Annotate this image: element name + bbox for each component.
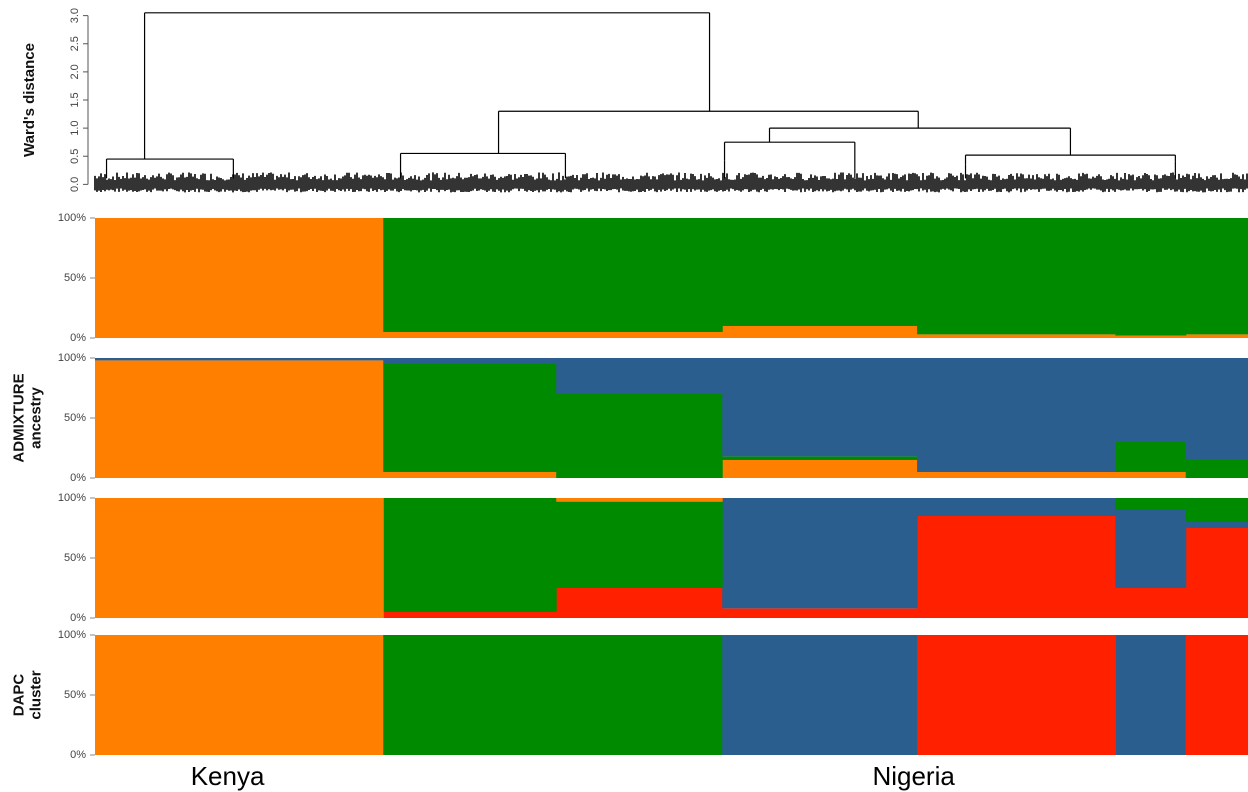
y-tick-label: 100% (58, 212, 86, 224)
ancestry-bar (1115, 218, 1187, 336)
ancestry-bar (722, 456, 918, 460)
ancestry-bar (383, 358, 557, 364)
ancestry-bar (95, 218, 384, 338)
ancestry-bar (95, 498, 384, 618)
ancestry-bar (383, 612, 557, 618)
ancestry-bar (556, 588, 723, 618)
ancestry-bar (1185, 334, 1248, 338)
ancestry-bar (1115, 358, 1187, 442)
ancestry-bar (1185, 635, 1248, 755)
y-tick-label: 0% (70, 612, 86, 624)
ancestry-bar (1115, 335, 1187, 338)
y-axis-label: Ward's distance (21, 43, 38, 157)
y-tick-label: 2.0 (69, 64, 81, 79)
ancestry-bar (1115, 510, 1187, 588)
ancestry-bar (1185, 522, 1248, 528)
ancestry-bar (95, 635, 384, 755)
ancestry-bar (95, 360, 384, 478)
ancestry-bar (1115, 588, 1187, 618)
y-axis-label: ADMIXTURE (10, 373, 27, 462)
y-tick-label: 0% (70, 472, 86, 484)
ancestry-bar (917, 334, 1116, 338)
ancestry-bar (722, 498, 918, 609)
y-tick-label: 50% (64, 412, 86, 424)
y-tick-label: 0% (70, 332, 86, 344)
y-tick-label: 1.0 (69, 120, 81, 135)
ancestry-bar (917, 516, 1116, 618)
y-axis-label: ancestry (27, 386, 44, 448)
ancestry-bar (556, 498, 723, 502)
y-tick-label: 0% (70, 749, 86, 761)
ancestry-bar (722, 635, 918, 755)
y-tick-label: 100% (58, 352, 86, 364)
y-axis-label: DAPC (10, 674, 27, 717)
ancestry-bar (917, 218, 1116, 335)
y-tick-label: 3.0 (69, 8, 81, 23)
ancestry-bar (917, 472, 1116, 478)
ancestry-bar (722, 608, 918, 618)
ancestry-bar (383, 332, 557, 338)
ancestry-bar (383, 364, 557, 472)
leaf-band (94, 172, 1248, 193)
ancestry-bar (1185, 358, 1248, 460)
y-tick-label: 100% (58, 629, 86, 641)
ancestry-bar (556, 218, 723, 332)
ancestry-bar (383, 498, 557, 612)
ancestry-bar (556, 394, 723, 478)
ancestry-bar (1185, 528, 1248, 618)
y-tick-label: 2.5 (69, 36, 81, 51)
group-label: Nigeria (872, 761, 955, 791)
ancestry-bar (1185, 460, 1248, 478)
ancestry-bar (383, 472, 557, 478)
ancestry-bar (1115, 442, 1187, 472)
y-tick-label: 50% (64, 272, 86, 284)
ancestry-bar (556, 358, 723, 394)
ancestry-bar (1185, 218, 1248, 335)
ancestry-bar (1115, 498, 1187, 510)
ancestry-bar (722, 460, 918, 478)
ancestry-bar (1115, 635, 1187, 755)
ancestry-bar (1185, 498, 1248, 522)
ancestry-bar (556, 501, 723, 588)
ancestry-bar (722, 326, 918, 338)
ancestry-bar (95, 358, 384, 361)
ancestry-bar (917, 498, 1116, 516)
ancestry-bar (722, 358, 918, 457)
y-tick-label: 50% (64, 552, 86, 564)
y-axis-label: cluster (27, 670, 44, 719)
ancestry-bar (1115, 472, 1187, 478)
ancestry-bar (722, 218, 918, 326)
y-tick-label: 100% (58, 492, 86, 504)
ancestry-bar (383, 218, 557, 332)
ancestry-bar (383, 635, 557, 755)
group-label: Kenya (191, 761, 265, 791)
y-tick-label: 0.5 (69, 149, 81, 164)
ancestry-bar (556, 332, 723, 338)
ancestry-bar (556, 635, 723, 755)
y-tick-label: 1.5 (69, 92, 81, 107)
y-tick-label: 50% (64, 689, 86, 701)
y-tick-label: 0.0 (69, 177, 81, 192)
ancestry-bar (917, 635, 1116, 755)
ancestry-bar (917, 358, 1116, 472)
